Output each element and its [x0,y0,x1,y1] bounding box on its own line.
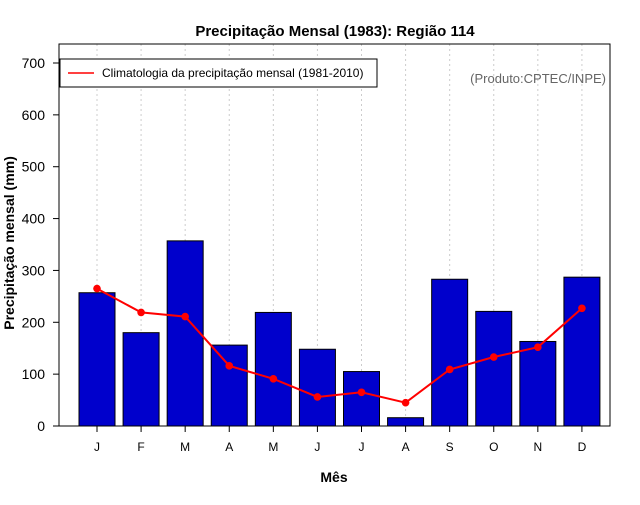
climatology-line-layer [93,284,586,407]
plot-frame [58,43,611,427]
bar-10 [519,340,557,427]
climatology-point-1 [137,308,145,317]
climatology-point-7 [401,398,410,407]
x-tick-label-3: A [225,440,233,454]
bar-8 [431,278,469,427]
x-tick-label-4: M [268,440,278,454]
climatology-point-8 [445,365,454,374]
x-tick-label-5: J [314,440,320,454]
climatology-line [96,287,583,404]
axes-layer: 0 100 200 300 400 500 600 700 J F M A M J J A S O N D [22,43,611,454]
y-tick-label-4: 400 [22,211,46,227]
climatology-point-10 [534,343,542,351]
legend-box [59,58,378,88]
bar-5 [298,348,336,427]
y-axis-label: Precipitação mensal (mm) [1,156,17,330]
bar-1 [122,332,160,427]
source-annotation: (Produto:CPTEC/INPE) [470,71,606,86]
x-tick-label-9: O [489,440,498,454]
legend: Climatologia da precipitação mensal (198… [59,58,378,88]
bar-9 [475,310,513,427]
y-tick-label-1: 100 [22,366,46,382]
bars-layer [78,240,601,427]
x-tick-label-11: D [578,440,587,454]
x-tick-label-7: A [402,440,410,454]
y-tick-label-7: 700 [22,55,46,71]
x-tick-label-10: N [533,440,542,454]
y-tick-label-5: 500 [22,159,46,175]
climatology-point-5 [313,393,322,401]
y-tick-label-3: 300 [22,262,46,278]
climatology-point-11 [578,304,586,313]
bar-6 [343,371,380,427]
bar-0 [78,292,116,427]
bar-3 [210,344,248,427]
climatology-point-4 [269,375,278,383]
y-tick-label-6: 600 [22,107,46,123]
climatology-point-6 [357,388,366,397]
bar-2 [166,240,204,427]
x-tick-label-8: S [446,440,454,454]
bar-7 [387,417,425,427]
x-tick-label-0: J [94,440,100,454]
legend-entry-climatology: Climatologia da precipitação mensal (198… [102,66,363,80]
x-tick-label-6: J [359,440,365,454]
climatology-point-3 [225,362,234,370]
grid-layer [96,44,583,426]
bar-4 [254,311,292,427]
x-tick-label-2: M [180,440,190,454]
bar-11 [563,276,601,427]
climatology-point-0 [93,284,101,293]
x-axis-label: Mês [320,469,347,485]
climatology-point-2 [181,312,189,321]
climatology-point-9 [489,353,498,361]
chart-title: Precipitação Mensal (1983): Região 114 [195,23,475,40]
x-tick-label-1: F [137,440,144,454]
y-tick-label-0: 0 [37,418,45,434]
y-tick-label-2: 200 [22,314,46,330]
